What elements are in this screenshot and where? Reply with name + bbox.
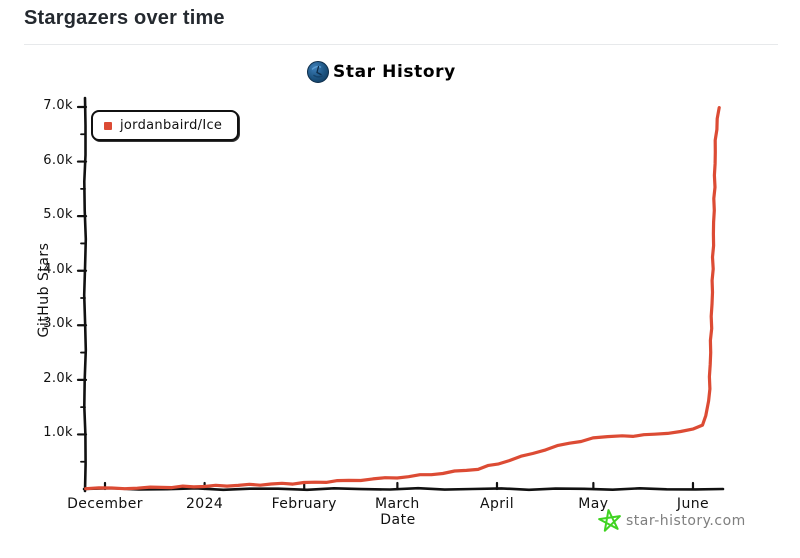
x-axis-line xyxy=(82,486,725,492)
y-tick-label: 5.0k xyxy=(43,207,73,223)
x-tick-label: March xyxy=(375,496,420,512)
chart-title: Star History xyxy=(306,60,456,84)
y-tick-label: 6.0k xyxy=(43,152,73,168)
x-tick-label: June xyxy=(676,496,710,512)
legend-label: jordanbaird/Ice xyxy=(120,118,223,133)
x-tick-label: April xyxy=(479,496,514,512)
watermark-label: star-history.com xyxy=(626,513,746,529)
x-tick-label: 2024 xyxy=(185,496,224,512)
y-axis-line xyxy=(82,96,88,493)
x-tick-label: February xyxy=(271,496,337,512)
star-history-watermark-star-icon xyxy=(598,509,621,532)
series-line-jordanbaird-ice xyxy=(84,106,721,491)
axes xyxy=(76,96,725,493)
page-title: Stargazers over time xyxy=(24,7,225,29)
y-tick-label: 2.0k xyxy=(43,370,73,386)
y-tick-label: 3.0k xyxy=(43,316,73,332)
y-tick-label: 7.0k xyxy=(43,98,73,113)
legend-item-jordanbaird-ice[interactable]: jordanbaird/Ice xyxy=(91,110,240,141)
y-tick-label: 4.0k xyxy=(43,261,73,277)
series-lines xyxy=(84,106,721,491)
legend-marker xyxy=(104,121,112,130)
x-tick-label: December xyxy=(67,496,143,512)
divider xyxy=(24,44,778,45)
x-axis-title: Date xyxy=(380,512,416,528)
chart-title-label: Star History xyxy=(333,62,456,82)
star-history-logo-icon xyxy=(307,61,329,83)
x-tick-label: May xyxy=(578,496,609,512)
y-tick-label: 1.0k xyxy=(43,425,73,441)
